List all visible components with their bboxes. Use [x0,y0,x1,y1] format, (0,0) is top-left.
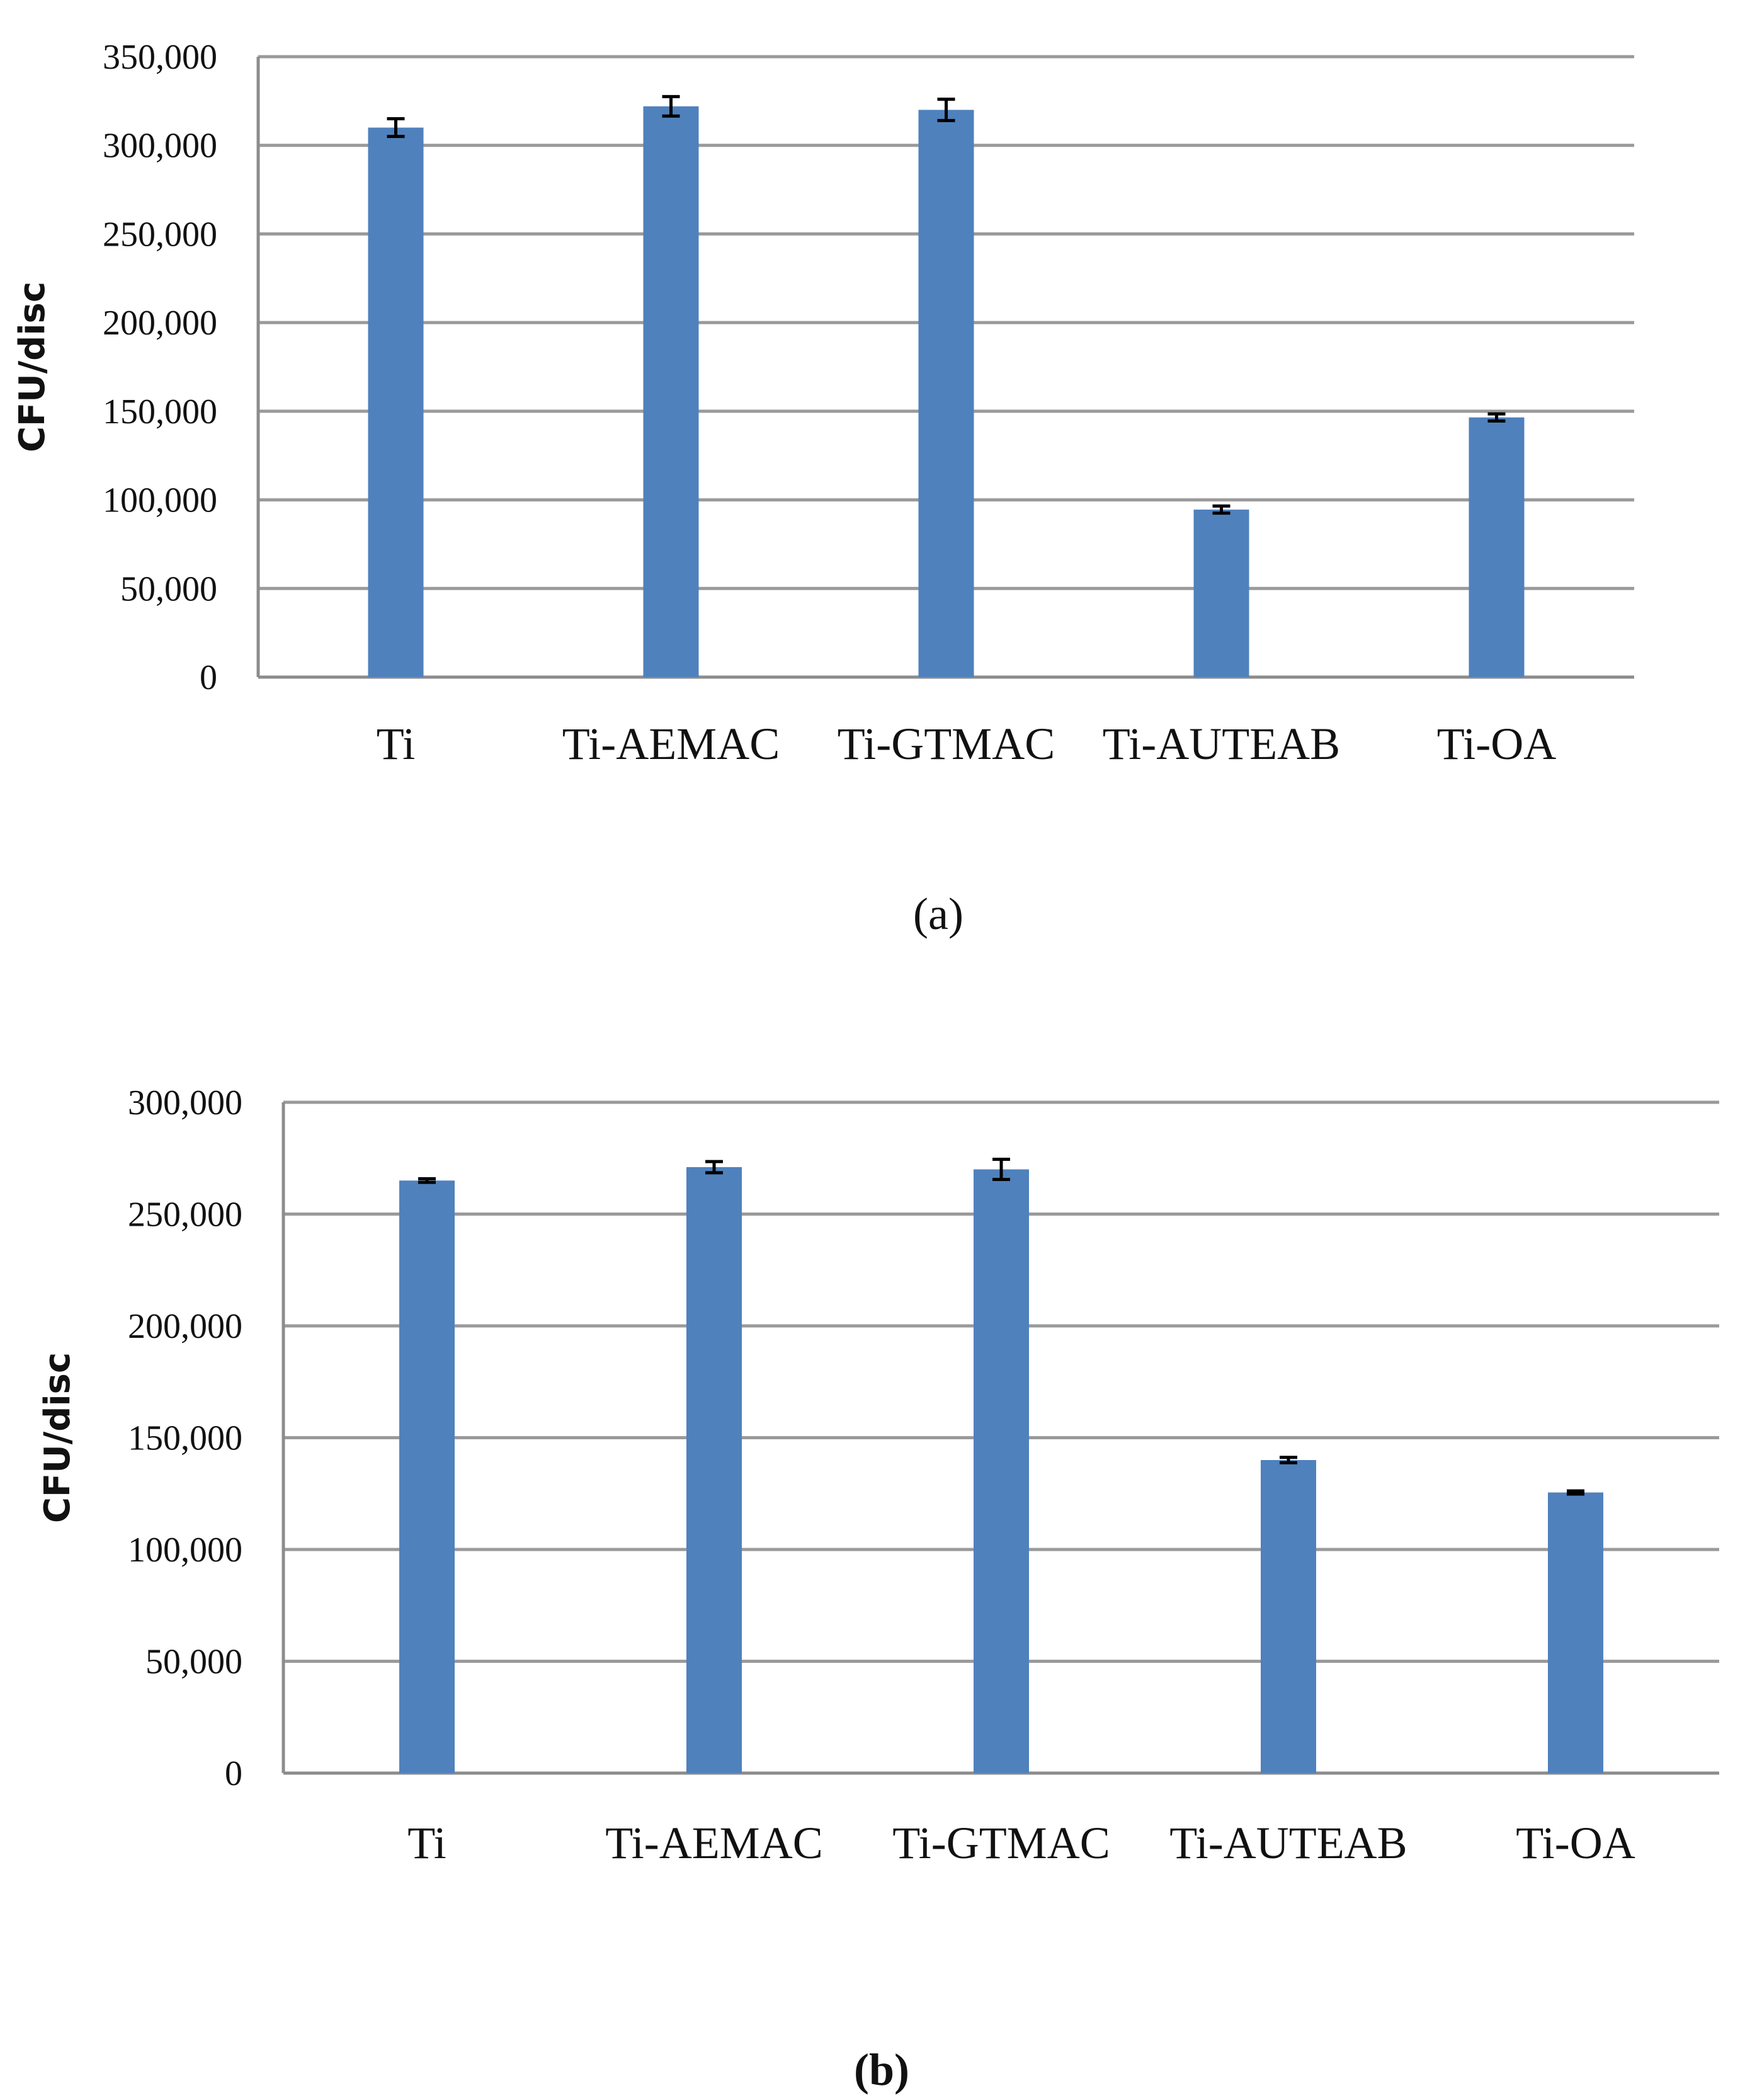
bar [918,110,974,677]
x-category-label: Ti [377,719,415,769]
error-bar [1212,504,1231,515]
x-category-label: Ti-AEMAC [605,1818,822,1868]
y-tick-label: 300,000 [103,127,217,166]
bar [399,1180,455,1773]
y-axis-label: CFU/disc [37,1352,78,1523]
error-bar [418,1177,436,1184]
y-tick-label: 150,000 [103,392,217,431]
y-tick-label: 350,000 [103,38,217,77]
x-category-label: Ti [407,1818,446,1868]
y-tick-label: 300,000 [128,1083,242,1122]
error-bar [992,1158,1010,1181]
error-bar [1280,1456,1297,1464]
error-bar [387,117,405,139]
y-tick-label: 200,000 [128,1307,242,1346]
bar [1193,510,1249,677]
bar [643,106,699,678]
error-bar [937,98,955,122]
x-category-label: Ti-OA [1516,1818,1635,1868]
y-tick-label: 150,000 [128,1419,242,1458]
y-tick-label: 250,000 [128,1196,242,1235]
bar [1261,1460,1316,1773]
panel-caption: (b) [854,2045,909,2095]
y-tick-label: 0 [200,658,217,697]
panel-a-chart: 0 50,000 100,000 150,000 200,000 250,000 300,0… [12,38,1634,939]
panel-caption: (a) [913,889,963,939]
bar [686,1167,742,1773]
bar [1548,1492,1603,1773]
x-category-label: Ti-AUTEAB [1169,1818,1407,1868]
error-bar [1487,412,1506,423]
y-tick-label: 250,000 [103,215,217,254]
y-tick-label: 50,000 [120,569,217,608]
x-category-label: Ti-OA [1437,719,1556,769]
y-tick-label: 200,000 [103,304,217,343]
y-tick-label: 0 [225,1754,242,1793]
bar [368,127,424,678]
error-bar [662,94,680,118]
x-category-label: Ti-AUTEAB [1103,719,1340,769]
error-bar [1567,1489,1584,1496]
bar [974,1169,1029,1773]
y-tick-label: 100,000 [103,481,217,520]
x-category-label: Ti-GTMAC [892,1818,1110,1868]
error-bar [705,1160,723,1175]
y-axis-label: CFU/disc [12,282,53,452]
x-category-label: Ti-GTMAC [838,719,1055,769]
x-category-label: Ti-AEMAC [562,719,780,769]
panel-b-chart: 0 50,000 100,000 150,000 200,000 250,000 300,0… [37,1083,1719,2095]
y-tick-label: 100,000 [128,1531,242,1570]
y-tick-label: 50,000 [145,1643,242,1682]
bar [1469,417,1525,677]
